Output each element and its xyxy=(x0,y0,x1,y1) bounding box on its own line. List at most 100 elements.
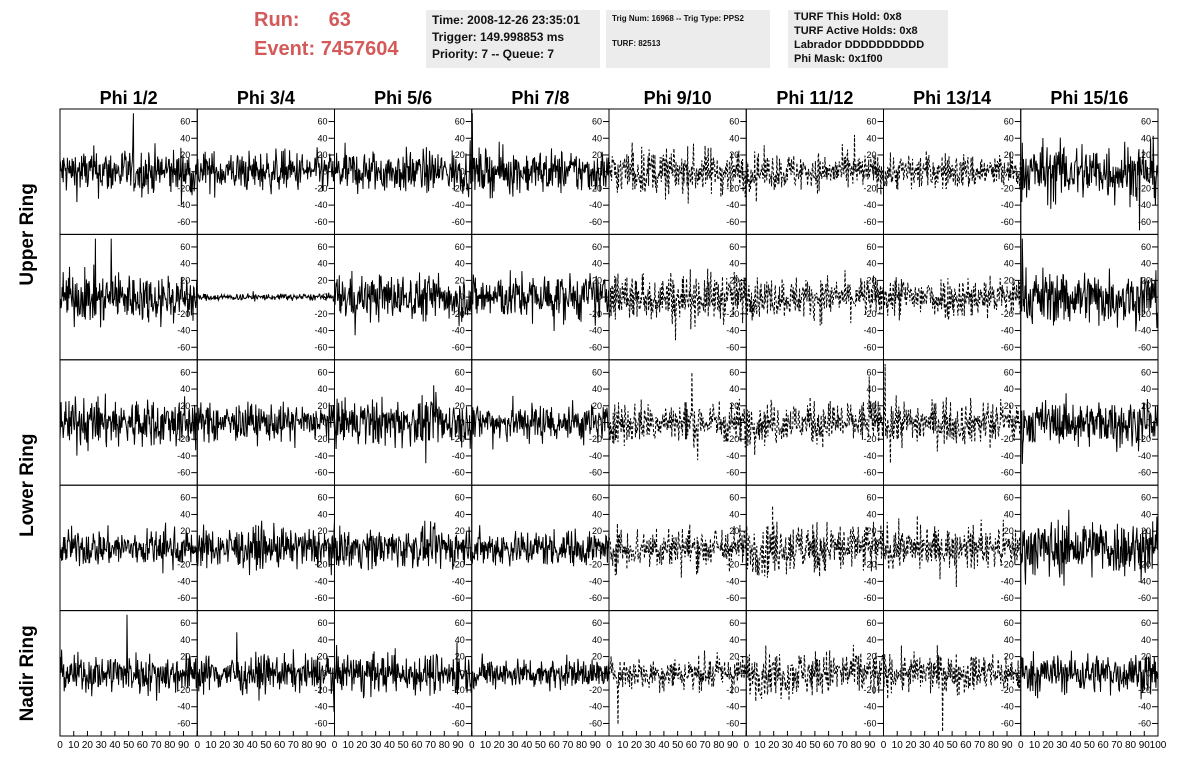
y-tick-label: -60 xyxy=(726,342,739,352)
y-tick-label: 0 xyxy=(1146,418,1151,428)
waveform-line xyxy=(1020,238,1159,332)
column-title: Phi 1/2 xyxy=(100,88,158,108)
waveform-line xyxy=(1020,650,1159,700)
event-line: Event: 7457604 xyxy=(254,37,399,61)
y-tick-label: 60 xyxy=(1004,117,1014,127)
y-tick-label: 20 xyxy=(455,526,465,536)
y-tick-label: 60 xyxy=(866,493,876,503)
y-tick-label: 40 xyxy=(180,133,190,143)
y-tick-label: -60 xyxy=(1001,342,1014,352)
y-tick-label: 0 xyxy=(322,418,327,428)
y-tick-label: 20 xyxy=(592,401,602,411)
run-event-block: Run: 63 Event: 7457604 xyxy=(254,8,424,68)
waveform-line xyxy=(745,270,884,326)
y-tick-label: -40 xyxy=(589,326,602,336)
y-tick-label: 0 xyxy=(460,668,465,678)
column-title: Phi 5/6 xyxy=(374,88,432,108)
x-tick-label: 10 xyxy=(205,740,217,751)
x-tick-label: 90 xyxy=(727,740,739,751)
y-tick-label: -60 xyxy=(863,718,876,728)
y-tick-label: 60 xyxy=(455,117,465,127)
y-tick-label: 20 xyxy=(1141,401,1151,411)
y-tick-label: -40 xyxy=(1001,702,1014,712)
x-tick-label: 90 xyxy=(452,740,464,751)
y-tick-label: 40 xyxy=(592,133,602,143)
event-value: 7457604 xyxy=(320,38,399,60)
y-tick-label: -20 xyxy=(1138,183,1151,193)
y-tick-label: -40 xyxy=(1138,326,1151,336)
x-tick-label: 0 xyxy=(194,740,200,751)
x-tick-label: 60 xyxy=(137,740,149,751)
trig-num-text: Trig Num: 16968 -- Trig Type: PPS2 xyxy=(612,14,744,23)
y-tick-label: 20 xyxy=(455,275,465,285)
y-tick-label: 60 xyxy=(1004,618,1014,628)
y-tick-label: 40 xyxy=(180,509,190,519)
x-tick-label: 40 xyxy=(247,740,259,751)
y-tick-label: 60 xyxy=(729,117,739,127)
y-tick-label: 0 xyxy=(597,167,602,177)
x-tick-label: 60 xyxy=(411,740,423,751)
x-tick-label: 10 xyxy=(480,740,492,751)
waveform-line xyxy=(745,134,884,202)
y-tick-label: 20 xyxy=(1004,652,1014,662)
x-tick-label: 20 xyxy=(1043,740,1055,751)
y-tick-label: -60 xyxy=(589,217,602,227)
y-tick-label: 40 xyxy=(455,509,465,519)
x-tick-label: 70 xyxy=(1111,740,1123,751)
y-tick-label: -40 xyxy=(314,576,327,586)
x-tick-label: 80 xyxy=(1125,740,1137,751)
y-tick-label: -40 xyxy=(589,200,602,210)
y-tick-label: 60 xyxy=(1141,242,1151,252)
x-tick-label: 20 xyxy=(631,740,643,751)
x-tick-label: 50 xyxy=(1084,740,1096,751)
waveform-line xyxy=(471,653,610,692)
y-tick-label: 20 xyxy=(866,150,876,160)
y-tick-label: -20 xyxy=(589,685,602,695)
y-tick-label: 0 xyxy=(322,167,327,177)
y-tick-label: 40 xyxy=(1141,259,1151,269)
y-tick-label: -40 xyxy=(177,451,190,461)
waveform-line xyxy=(608,268,747,341)
y-tick-label: 40 xyxy=(317,509,327,519)
y-tick-label: 40 xyxy=(866,509,876,519)
x-tick-label: 40 xyxy=(1070,740,1082,751)
y-tick-label: 0 xyxy=(460,167,465,177)
y-tick-label: -20 xyxy=(1001,560,1014,570)
y-tick-label: 60 xyxy=(317,493,327,503)
turf-info-box: TURF This Hold: 0x8 TURF Active Holds: 0… xyxy=(788,10,948,68)
y-tick-label: -40 xyxy=(1001,200,1014,210)
y-tick-label: 60 xyxy=(592,618,602,628)
y-tick-label: 20 xyxy=(1141,150,1151,160)
x-tick-label: 30 xyxy=(919,740,931,751)
y-tick-label: -40 xyxy=(452,576,465,586)
x-tick-label: 80 xyxy=(713,740,725,751)
waveform-line xyxy=(608,650,747,725)
y-tick-label: 0 xyxy=(734,167,739,177)
y-tick-label: 0 xyxy=(734,292,739,302)
y-tick-label: 0 xyxy=(1146,167,1151,177)
y-tick-label: -60 xyxy=(1001,217,1014,227)
y-tick-label: -40 xyxy=(863,576,876,586)
y-tick-label: 60 xyxy=(1004,493,1014,503)
y-tick-label: -20 xyxy=(1138,434,1151,444)
row-title: Nadir Ring xyxy=(17,625,38,721)
run-value: 63 xyxy=(328,9,351,31)
y-tick-label: 0 xyxy=(871,543,876,553)
y-tick-label: -60 xyxy=(314,593,327,603)
x-tick-label: 20 xyxy=(82,740,94,751)
x-tick-label: 50 xyxy=(123,740,135,751)
waveform-line xyxy=(471,395,610,450)
x-tick-label: 70 xyxy=(700,740,712,751)
y-tick-label: -40 xyxy=(863,702,876,712)
y-tick-label: 60 xyxy=(317,618,327,628)
y-tick-label: 20 xyxy=(180,526,190,536)
y-tick-label: 20 xyxy=(455,401,465,411)
x-tick-label: 70 xyxy=(837,740,849,751)
y-tick-label: 20 xyxy=(317,275,327,285)
waveform-line xyxy=(608,523,747,578)
y-tick-label: 40 xyxy=(180,259,190,269)
y-tick-label: -20 xyxy=(177,183,190,193)
y-tick-label: -20 xyxy=(177,309,190,319)
y-tick-label: -60 xyxy=(1138,342,1151,352)
